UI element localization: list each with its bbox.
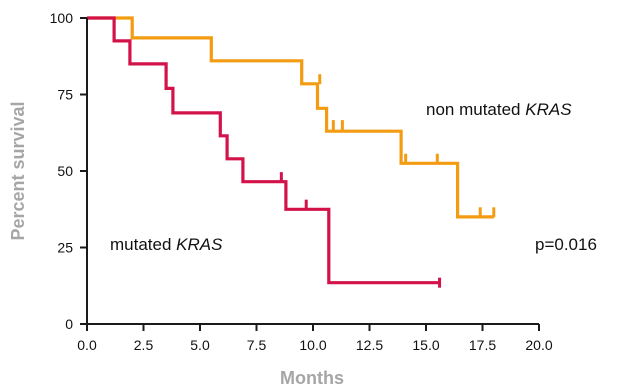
x-axis-title: Months xyxy=(280,368,344,388)
x-tick-label: 12.5 xyxy=(356,337,383,353)
annotation-non-mutated-italic: KRAS xyxy=(525,100,572,119)
y-tick-label: 100 xyxy=(50,10,74,26)
x-tick-label: 5.0 xyxy=(190,337,210,353)
series-0-survival-line xyxy=(87,16,494,219)
series-1-survival-line xyxy=(87,16,440,285)
annotation-mutated-italic: KRAS xyxy=(176,235,223,254)
x-tick-label: 2.5 xyxy=(134,337,154,353)
y-tick-label: 75 xyxy=(57,87,73,103)
series-group xyxy=(87,16,496,288)
x-tick-label: 17.5 xyxy=(469,337,496,353)
x-tick-label: 20.0 xyxy=(525,337,552,353)
annotation-mutated-kras: mutated KRAS xyxy=(110,235,223,254)
annotation-non-mutated-plain: non mutated xyxy=(426,100,525,119)
y-tick-label: 50 xyxy=(57,163,73,179)
annotation-mutated-plain: mutated xyxy=(110,235,176,254)
y-tick-label: 0 xyxy=(65,316,73,332)
x-tick-label: 10.0 xyxy=(299,337,326,353)
axis-ticks: 0.0 2.5 5.0 7.5 10.0 12.5 15.0 17.5 20.0 0 25 50 75 1… xyxy=(50,10,553,353)
annotation-p-value: p=0.016 xyxy=(535,235,597,254)
x-tick-label: 0.0 xyxy=(77,337,97,353)
x-tick-label: 15.0 xyxy=(412,337,439,353)
y-tick-label: 25 xyxy=(57,240,73,256)
y-axis-title: Percent survival xyxy=(8,101,28,240)
x-tick-label: 7.5 xyxy=(247,337,267,353)
annotation-non-mutated-kras: non mutated KRAS xyxy=(426,100,572,119)
